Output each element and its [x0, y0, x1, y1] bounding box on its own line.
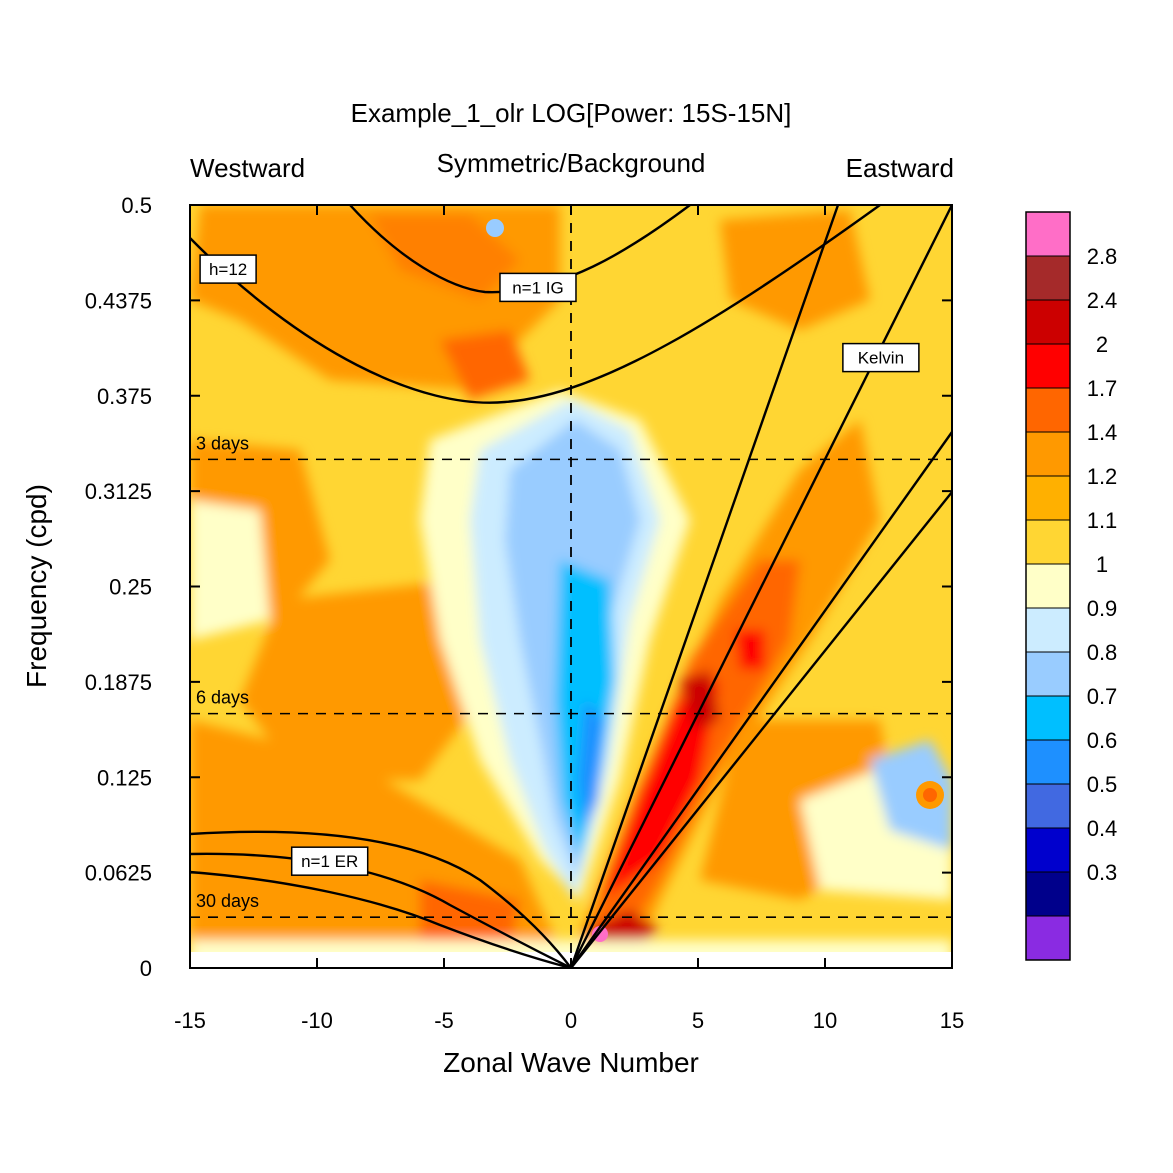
- colorbar-swatch: [1025, 607, 1071, 653]
- field-blue-core: [578, 700, 603, 830]
- x-tick-label: 5: [692, 1008, 704, 1033]
- curve-label-box: [499, 272, 577, 303]
- colorbar-swatch: [1025, 915, 1071, 961]
- field-mid-left: [240, 580, 480, 780]
- period-label: 3 days: [196, 433, 249, 453]
- er-curve-2: [190, 852, 572, 968]
- chart-title: Example_1_olr LOG[Power: 15S-15N]: [351, 98, 792, 128]
- curve-label: Kelvin: [858, 349, 904, 368]
- period-label: 6 days: [196, 688, 249, 708]
- colorbar-label: 0.9: [1087, 596, 1118, 621]
- colorbar-swatch: [1025, 431, 1071, 477]
- ig-curve-inner: [349, 205, 691, 294]
- colorbar-label: 0.4: [1087, 816, 1118, 841]
- er-curve-1: [190, 830, 572, 968]
- curve-label-box: [290, 846, 369, 876]
- curve-label-box: [199, 254, 257, 284]
- x-tick-label: 10: [813, 1008, 837, 1033]
- x-tick-label: 0: [565, 1008, 577, 1033]
- x-tick-label: -10: [301, 1008, 333, 1033]
- field-ridge-red-low: [585, 910, 660, 955]
- colorbar: 2.8 2.4 2 1.7 1.4 1.2 1.1 1 0.9 0.8 0.7 0.6 0.5 0.4 0.…: [1025, 211, 1118, 961]
- colorbar-swatch: [1025, 211, 1071, 257]
- field-orange-patch-2: [440, 330, 530, 400]
- symmetric-background-label: Symmetric/Background: [437, 148, 706, 178]
- eastward-label: Eastward: [846, 153, 954, 183]
- x-axis-label: Zonal Wave Number: [443, 1047, 699, 1078]
- kelvin-line-3: [570, 431, 952, 968]
- kelvin-line-4: [570, 491, 952, 968]
- y-axis: 0 0.0625 0.125 0.1875 0.25 0.3125 0.375 0.4375 0…: [85, 193, 952, 981]
- hotspot-right-core: [923, 788, 937, 802]
- colorbar-label: 0.3: [1087, 860, 1118, 885]
- x-axis: -15 -10 -5 0 5 10 15: [174, 205, 964, 1033]
- y-tick-label: 0: [140, 956, 152, 981]
- colorbar-label: 1.2: [1087, 464, 1118, 489]
- colorbar-swatch: [1025, 563, 1071, 609]
- colorbar-label: 1.1: [1087, 508, 1118, 533]
- colorbar-swatch: [1025, 475, 1071, 521]
- ig-curve-h12: [190, 205, 881, 404]
- colorbar-label: 1: [1096, 552, 1108, 577]
- x-tick-label: -5: [434, 1008, 454, 1033]
- colorbar-label: 2.4: [1087, 288, 1118, 313]
- y-axis-label: Frequency (cpd): [21, 484, 52, 688]
- field-left-pale: [190, 500, 270, 640]
- westward-label: Westward: [190, 153, 305, 183]
- kelvin-line-1: [569, 205, 840, 968]
- colorbar-swatch: [1025, 739, 1071, 785]
- field-right-blue: [870, 740, 952, 850]
- y-tick-label: 0.1875: [85, 670, 152, 695]
- er-curve-3: [190, 870, 572, 968]
- period-lines: 3 days 6 days 30 days: [190, 433, 952, 918]
- y-tick-label: 0.0625: [85, 861, 152, 886]
- colorbar-swatch: [1025, 783, 1071, 829]
- curve-labels: h=12 n=1 IG Kelvin n=1 ER: [199, 254, 920, 876]
- curve-label: h=12: [209, 260, 247, 279]
- kelvin-line-2: [569, 205, 952, 968]
- y-tick-label: 0.4375: [85, 288, 152, 313]
- colorbar-label: 0.5: [1087, 772, 1118, 797]
- curve-label: n=1 IG: [512, 278, 564, 297]
- field-upper-darkorange: [370, 215, 520, 300]
- y-tick-label: 0.5: [121, 193, 152, 218]
- colorbar-label: 1.4: [1087, 420, 1118, 445]
- colorbar-swatch: [1025, 255, 1071, 301]
- colorbar-swatch: [1025, 299, 1071, 345]
- field-kelvin-darkred: [680, 670, 720, 730]
- x-tick-label: 15: [940, 1008, 964, 1033]
- colorbar-label: 2.8: [1087, 244, 1118, 269]
- y-tick-label: 0.25: [109, 575, 152, 600]
- colorbar-label: 0.8: [1087, 640, 1118, 665]
- y-tick-label: 0.3125: [85, 479, 152, 504]
- colorbar-label: 1.7: [1087, 376, 1118, 401]
- colorbar-swatch: [1025, 519, 1071, 565]
- colorbar-swatch: [1025, 695, 1071, 741]
- colorbar-frame: [1025, 211, 1071, 961]
- colorbar-label: 0.6: [1087, 728, 1118, 753]
- colorbar-label: 0.7: [1087, 684, 1118, 709]
- colorbar-swatch: [1025, 387, 1071, 433]
- curve-label-box: [842, 342, 920, 373]
- curve-label: n=1 ER: [301, 852, 358, 871]
- y-tick-label: 0.125: [97, 765, 152, 790]
- dispersion-curves: [190, 205, 952, 968]
- colorbar-swatch: [1025, 651, 1071, 697]
- hotspot-top: [486, 219, 504, 237]
- period-label: 30 days: [196, 891, 259, 911]
- y-tick-label: 0.375: [97, 384, 152, 409]
- colorbar-swatch: [1025, 343, 1071, 389]
- x-tick-label: -15: [174, 1008, 206, 1033]
- colorbar-swatch: [1025, 827, 1071, 873]
- colorbar-label: 2: [1096, 332, 1108, 357]
- field-kelvin-red-2: [735, 630, 765, 670]
- colorbar-swatch: [1025, 871, 1071, 917]
